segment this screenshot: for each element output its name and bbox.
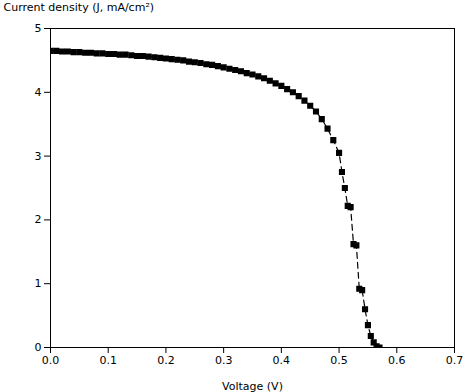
svg-text:2: 2	[35, 213, 42, 226]
svg-text:3: 3	[35, 150, 42, 163]
svg-text:Current density (J, mA/cm²): Current density (J, mA/cm²)	[4, 1, 155, 14]
svg-text:0.2: 0.2	[157, 354, 175, 367]
svg-text:0: 0	[35, 341, 42, 354]
svg-text:0.5: 0.5	[330, 354, 348, 367]
svg-text:5: 5	[35, 22, 42, 35]
svg-text:1: 1	[35, 277, 42, 290]
svg-text:0.6: 0.6	[388, 354, 406, 367]
svg-text:0.3: 0.3	[215, 354, 233, 367]
svg-text:0.7: 0.7	[446, 354, 464, 367]
svg-text:0.1: 0.1	[99, 354, 117, 367]
svg-text:0.0: 0.0	[42, 354, 60, 367]
svg-text:0.4: 0.4	[273, 354, 291, 367]
svg-text:Voltage (V): Voltage (V)	[222, 380, 283, 392]
svg-text:4: 4	[35, 86, 42, 99]
